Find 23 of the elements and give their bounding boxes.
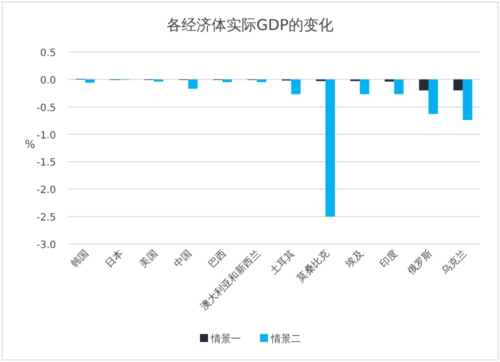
y-tick-label: -2.0 (36, 185, 56, 196)
y-tick-label: 0.0 (40, 75, 56, 86)
x-tick-label: 土耳其 (268, 248, 298, 278)
x-tick-label: 日本 (102, 248, 126, 270)
x-tick-label: 美国 (137, 248, 160, 270)
y-tick-label: -1.5 (36, 158, 56, 169)
y-tick-label: -0.5 (36, 102, 56, 114)
x-tick-label: 韩国 (68, 248, 92, 270)
y-tick-label: -2.5 (36, 212, 56, 224)
x-tick-label: 莫桑比克 (294, 248, 332, 284)
x-tick-label: 乌克兰 (439, 248, 469, 278)
y-tick-label: 0.5 (40, 48, 56, 59)
y-axis-title: % (24, 138, 36, 151)
chart-title: 各经济体实际GDP的变化 (166, 16, 334, 34)
x-tick-label: 中国 (172, 248, 194, 270)
x-tick-label: 俄罗斯 (404, 248, 435, 278)
legend-label: 情景二 (270, 333, 301, 345)
y-tick-label: -3.0 (36, 240, 56, 251)
x-tick-label: 埃及 (342, 248, 366, 271)
x-tick-label: 印度 (378, 248, 400, 270)
x-tick-label: 巴西 (206, 248, 229, 270)
legend-label: 情景一 (210, 333, 241, 345)
y-tick-label: -1.0 (36, 130, 56, 142)
